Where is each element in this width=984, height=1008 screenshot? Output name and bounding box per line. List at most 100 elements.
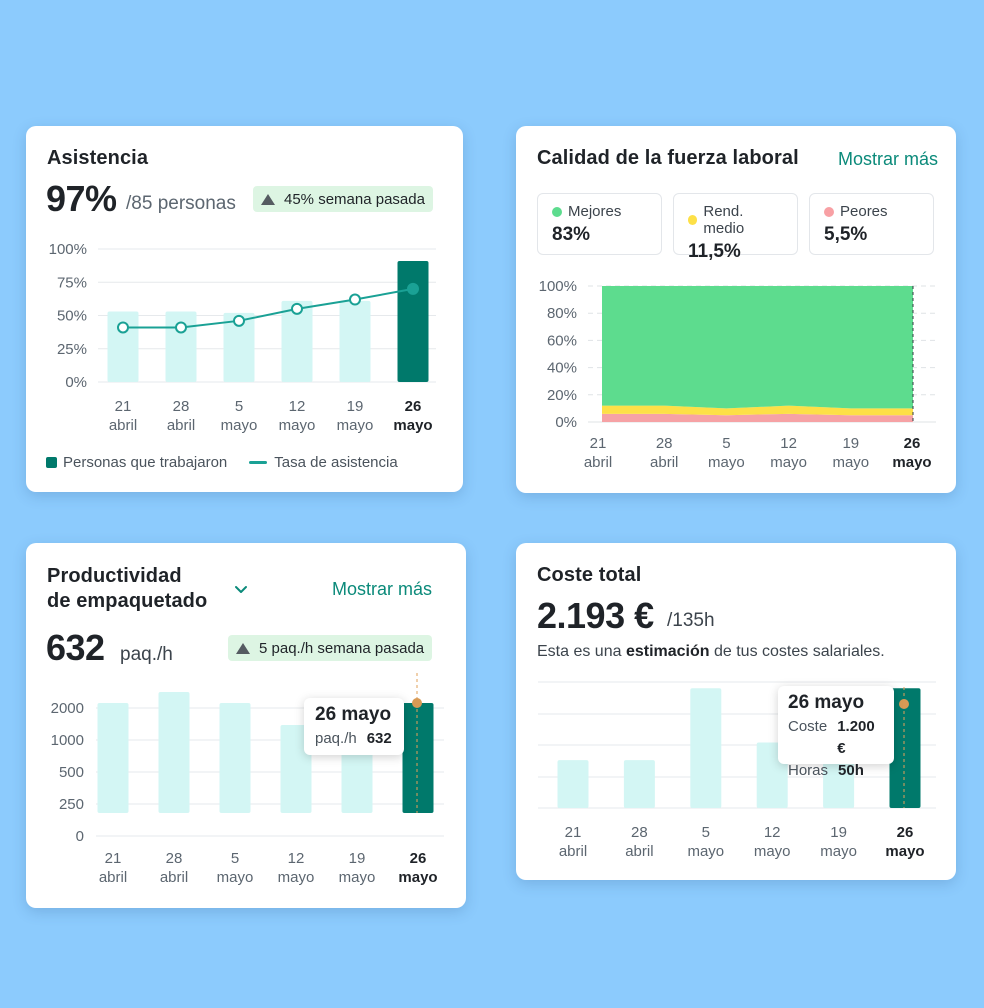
asistencia-card: Asistencia 97% /85 personas 45% semana p… <box>26 126 463 492</box>
stat-rend-medio-label: Rend. medio <box>703 203 745 237</box>
bar <box>889 688 921 808</box>
x-tick-label: abril <box>650 454 678 471</box>
line-point <box>117 321 129 334</box>
coste-tooltip-horas-value: 50h <box>838 762 864 779</box>
stat-rend-medio: Rend. medio 11,5% <box>673 193 798 262</box>
x-tick-label: 26 <box>897 824 914 841</box>
attendance-line <box>123 287 414 329</box>
x-tick-label: abril <box>559 843 587 860</box>
y-tick-label: 75% <box>57 274 87 291</box>
x-tick-label: mayo <box>217 869 254 886</box>
asistencia-title: Asistencia <box>47 147 149 169</box>
area-mejores <box>602 286 913 409</box>
coste-desc-pre: Esta es una <box>537 643 626 660</box>
x-tick-label: 28 <box>166 850 183 867</box>
bar <box>280 725 312 813</box>
peores-dot-icon <box>824 206 834 217</box>
line-point <box>233 314 245 327</box>
prod-badge: 5 paq./h semana pasada <box>228 635 433 661</box>
stat-peores-value: 5,5% <box>824 224 868 245</box>
chevron-down-icon[interactable] <box>233 581 249 597</box>
x-tick-label: 26 <box>405 398 422 415</box>
stat-peores-label: Peores <box>840 203 888 220</box>
x-tick-label: 12 <box>289 398 306 415</box>
x-tick-label: mayo <box>398 869 437 886</box>
calidad-chart: 100% 80% 60% 40% 20% 0% 21 abril 28 abril 5 mayo 12 m… <box>539 278 936 471</box>
bar <box>557 760 589 808</box>
stat-mejores: Mejores 83% <box>537 193 662 255</box>
bar <box>397 260 429 382</box>
x-tick-label: 28 <box>631 824 648 841</box>
x-tick-label: mayo <box>339 869 376 886</box>
x-tick-label: mayo <box>754 843 791 860</box>
prod-chart: 2000 1000 500 250 0 21 abril 28 abril 5 mayo 12 mayo… <box>51 673 444 886</box>
x-tick-label: 21 <box>565 824 582 841</box>
coste-description: Esta es una estimación de tus costes sal… <box>537 643 885 661</box>
x-tick-label: 26 <box>904 435 921 452</box>
x-tick-label: 19 <box>830 824 847 841</box>
prod-title-line2: de empaquetado <box>47 590 208 612</box>
asistencia-badge-text: 45% semana pasada <box>284 190 425 208</box>
coste-value: 2.193 € <box>537 595 654 636</box>
x-tick-label: mayo <box>279 417 316 434</box>
coste-tooltip-title: 26 mayo <box>788 692 865 713</box>
bar <box>281 300 313 382</box>
line-point <box>349 293 361 306</box>
calidad-card: Calidad de la fuerza laboral Mostrar más… <box>516 126 956 493</box>
coste-card: Coste total 2.193 € /135h Esta es una es… <box>516 543 956 880</box>
asistencia-chart: 100% 75% 50% 25% 0% 21 abril 28 abril 5 mayo 12 mayo… <box>49 241 436 434</box>
x-tick-label: 21 <box>105 850 122 867</box>
x-tick-label: mayo <box>770 454 807 471</box>
bar <box>107 311 139 382</box>
asistencia-value: 97% <box>46 178 117 219</box>
x-tick-label: 5 <box>231 850 239 867</box>
coste-title: Coste total <box>537 564 642 586</box>
calidad-title: Calidad de la fuerza laboral <box>537 147 799 169</box>
prod-title-line1: Productividad <box>47 565 182 587</box>
coste-tooltip-coste-value: 1.200 € <box>837 718 875 757</box>
x-tick-label: mayo <box>885 843 924 860</box>
mejores-dot-icon <box>552 206 562 217</box>
stat-peores: Peores 5,5% <box>809 193 934 255</box>
x-tick-label: abril <box>625 843 653 860</box>
x-tick-label: mayo <box>832 454 869 471</box>
y-tick-label: 250 <box>59 796 84 813</box>
y-tick-label: 100% <box>49 241 87 258</box>
line-point <box>291 302 303 315</box>
x-tick-label: mayo <box>892 454 931 471</box>
coste-desc-post: de tus costes salariales. <box>709 643 885 660</box>
prod-unit: paq./h <box>120 644 173 665</box>
asistencia-sub: /85 personas <box>126 193 236 214</box>
x-tick-label: mayo <box>393 417 432 434</box>
x-tick-label: 12 <box>288 850 305 867</box>
area-peores <box>602 413 913 422</box>
legend-line-swatch <box>249 461 268 464</box>
y-tick-label: 0% <box>65 374 87 391</box>
y-tick-label: 60% <box>547 332 577 349</box>
legend-bar-swatch <box>46 457 57 468</box>
highlight-point <box>899 699 909 709</box>
y-tick-label: 50% <box>57 308 87 325</box>
prod-show-more-link[interactable]: Mostrar más <box>332 579 433 599</box>
y-tick-label: 2000 <box>51 700 84 717</box>
x-tick-label: mayo <box>687 843 724 860</box>
bar <box>339 300 371 382</box>
bar <box>623 760 655 808</box>
calidad-show-more-link[interactable]: Mostrar más <box>838 149 939 169</box>
bar <box>402 703 434 813</box>
line-point <box>175 321 187 334</box>
coste-sub: /135h <box>667 610 715 631</box>
legend-bars-label: Personas que trabajaron <box>63 454 228 471</box>
x-tick-label: abril <box>160 869 188 886</box>
x-tick-label: 26 <box>410 850 427 867</box>
bar <box>341 741 373 813</box>
prod-value: 632 <box>46 627 105 668</box>
y-tick-label: 1000 <box>51 732 84 749</box>
x-tick-label: mayo <box>708 454 745 471</box>
asistencia-legend: Personas que trabajaron Tasa de asistenc… <box>46 454 398 471</box>
x-tick-label: 21 <box>115 398 132 415</box>
prod-title: Productividad de empaquetado <box>47 564 207 614</box>
bar <box>219 703 251 813</box>
line-point <box>407 282 419 295</box>
x-tick-label: abril <box>99 869 127 886</box>
